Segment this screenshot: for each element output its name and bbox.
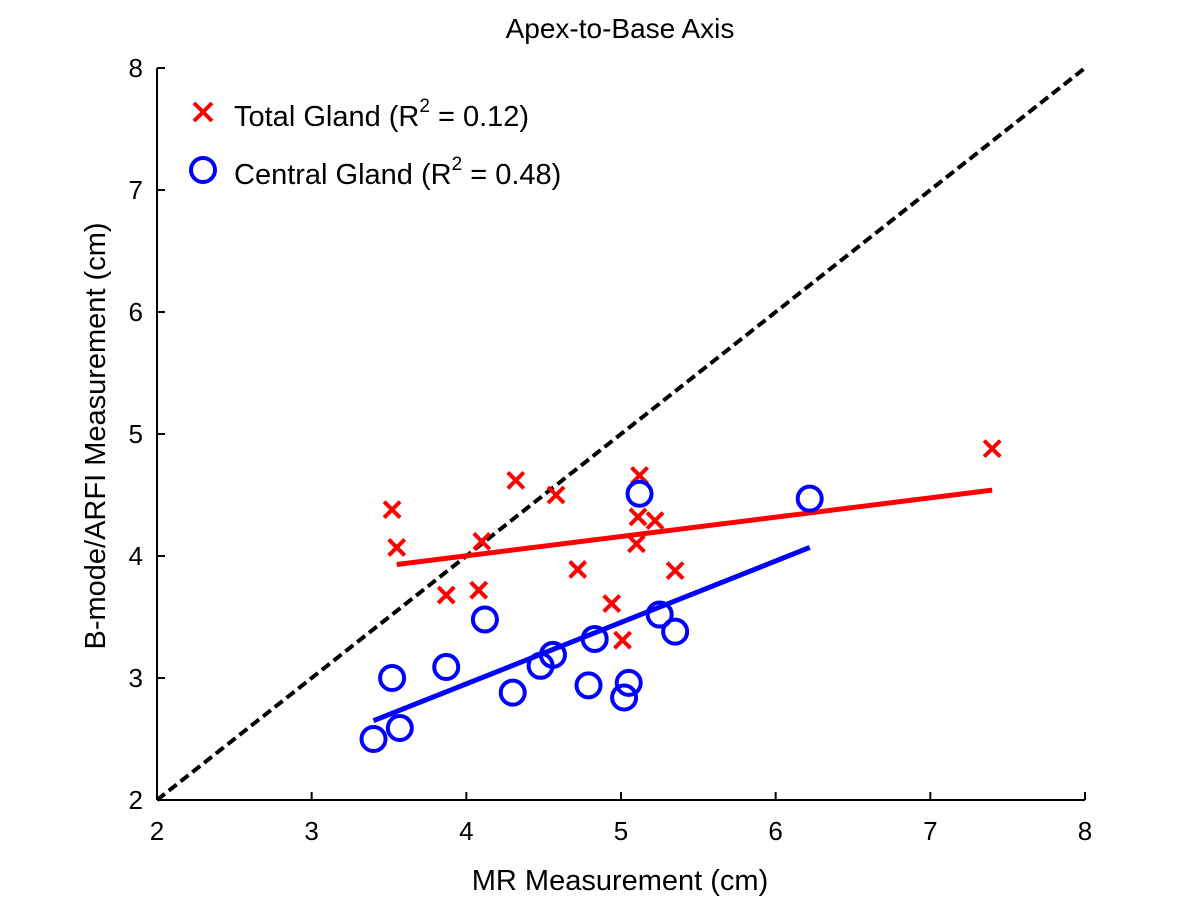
total-gland-point (436, 585, 456, 605)
total-gland-point (472, 531, 492, 551)
y-tick-label: 5 (129, 419, 143, 449)
legend-label-sup: 2 (419, 96, 430, 117)
total-gland-point (628, 507, 648, 527)
central-gland-point (614, 668, 643, 697)
central-gland-point (498, 678, 527, 707)
total-gland-point-stroke-b (627, 534, 646, 554)
x-tick-label: 6 (768, 816, 782, 846)
total-gland-point (613, 630, 632, 650)
legend: Total Gland (R2 = 0.12)Central Gland (R2… (189, 96, 561, 191)
legend-marker-central-gland (189, 156, 217, 184)
total-gland-point-stroke-b (546, 485, 566, 505)
total-gland-point-stroke-b (982, 439, 1002, 459)
total-gland-point-stroke-b (436, 585, 456, 605)
total-gland-point-stroke-b (469, 580, 489, 600)
central-gland-point (625, 479, 654, 508)
total-gland-point-stroke-b (630, 466, 649, 485)
total-gland-point (546, 485, 566, 505)
legend-label-tail: = 0.12) (430, 101, 529, 133)
y-tick-label: 4 (129, 541, 143, 571)
y-tick-label: 6 (129, 297, 143, 327)
total-gland-point-stroke-b (472, 531, 492, 551)
total-gland-point (387, 538, 407, 557)
total-gland-point-stroke-b (645, 511, 665, 531)
total-gland-point (506, 470, 526, 490)
y-tick-label: 7 (129, 175, 143, 205)
x-axis-label: MR Measurement (cm) (472, 865, 769, 897)
central-gland-point (378, 664, 407, 692)
chart-title: Apex-to-Base Axis (506, 13, 735, 44)
total-gland-point-stroke-b (568, 560, 588, 579)
x-tick-label: 8 (1078, 816, 1092, 846)
x-tick-label: 2 (150, 816, 164, 846)
legend-marker-total-gland (192, 101, 214, 123)
total-gland-point-stroke-b (506, 470, 526, 490)
y-tick-label: 2 (129, 785, 143, 815)
central-gland-point (385, 714, 414, 743)
total-gland-point (469, 580, 489, 600)
axes: 2 3 4 5 6 7 8 2 3 4 5 6 7 8 (129, 53, 1093, 846)
legend-label-sup: 2 (452, 154, 463, 175)
y-tick-label: 8 (129, 53, 143, 83)
x-tick-label: 4 (459, 816, 473, 846)
legend-marker-stroke-b (192, 101, 214, 123)
total-gland-point (568, 560, 588, 579)
total-gland-point (630, 466, 649, 485)
central-gland-fit-line (372, 545, 811, 724)
x-tick-label: 5 (614, 816, 628, 846)
total-gland-point-stroke-b (628, 507, 648, 527)
x-tick-label: 3 (304, 816, 318, 846)
central-gland-point (610, 683, 639, 712)
plot-area (155, 66, 1087, 802)
total-gland-point (382, 500, 402, 520)
y-axis-label: B-mode/ARFI Measurement (cm) (80, 222, 112, 649)
central-gland-point (574, 671, 603, 700)
total-gland-point (627, 534, 646, 554)
central-gland-point (538, 640, 567, 669)
central-gland-point (645, 600, 674, 629)
total-gland-point-stroke-b (665, 561, 685, 581)
identity-line (155, 66, 1087, 802)
central-gland-point (432, 653, 461, 682)
total-gland-point-stroke-b (613, 630, 632, 650)
x-tick-label: 7 (923, 816, 937, 846)
legend-label-central-gland: Central Gland (R2 = 0.48) (234, 154, 561, 191)
legend-label-total-gland: Total Gland (R2 = 0.12) (234, 96, 529, 133)
total-gland-point (645, 511, 665, 531)
central-gland-point (359, 725, 388, 753)
total-gland-point (602, 594, 622, 613)
total-gland-fit-line (396, 487, 993, 568)
central-gland-point (470, 605, 499, 634)
central-gland-point (661, 617, 690, 646)
legend-label-main: Total Gland (R (234, 101, 419, 133)
legend-label-tail: = 0.48) (462, 159, 561, 191)
legend-label-main: Central Gland (R (234, 159, 452, 191)
total-gland-point-stroke-b (387, 538, 407, 557)
total-gland-point-stroke-b (382, 500, 402, 520)
total-gland-point (665, 561, 685, 581)
central-gland-point (795, 484, 824, 513)
total-gland-point-stroke-b (602, 594, 622, 613)
central-gland-point (580, 624, 609, 653)
total-gland-point (982, 439, 1002, 459)
y-tick-label: 3 (129, 663, 143, 693)
